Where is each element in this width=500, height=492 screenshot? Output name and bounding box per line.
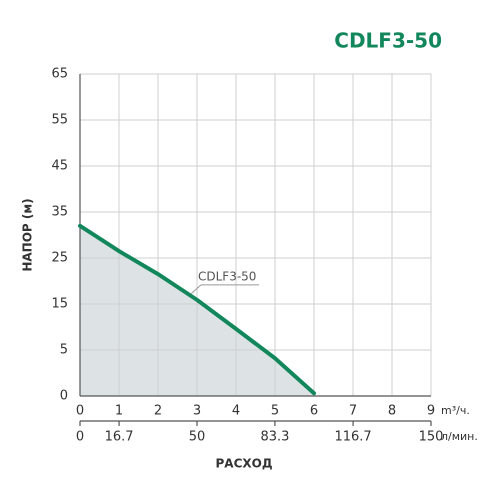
x2-tick-label: 50	[189, 430, 206, 445]
chart-title: CDLF3-50	[334, 29, 442, 53]
x-tick-label: 3	[193, 404, 201, 419]
x-tick-label: 2	[154, 404, 162, 419]
x-tick-label: 6	[310, 404, 318, 419]
x2-tick-label: 83.3	[260, 430, 289, 445]
x-tick-label: 8	[388, 404, 396, 419]
y-tick-label: 65	[51, 67, 68, 82]
x-unit: m³/ч.	[441, 404, 470, 417]
y-tick-label: 15	[51, 297, 68, 312]
x2-tick-label: 116.7	[334, 430, 371, 445]
x2-tick-label: 16.7	[105, 430, 134, 445]
y-tick-label: 25	[51, 251, 68, 266]
x-axis-label: РАСХОД	[215, 457, 272, 471]
leader	[190, 284, 202, 295]
x2-tick-label: 150	[419, 430, 444, 445]
series-label: CDLF3-50	[198, 269, 256, 283]
y-tick-label: 55	[51, 113, 68, 128]
x-tick-label: 9	[427, 404, 435, 419]
y-tick-label: 0	[60, 389, 68, 404]
y-axis-label: НАПОР (м)	[21, 198, 35, 271]
y-tick-label: 45	[51, 159, 68, 174]
x-tick-label: 0	[76, 404, 84, 419]
x-tick-label: 7	[349, 404, 357, 419]
y-tick-label: 5	[60, 343, 68, 358]
x-tick-label: 5	[271, 404, 279, 419]
x2-unit: л/мин.	[441, 430, 478, 443]
line	[78, 223, 316, 396]
x-tick-label: 1	[115, 404, 123, 419]
y-tick-label: 35	[51, 205, 68, 220]
x-tick-label: 4	[232, 404, 240, 419]
x2-tick-label: 0	[76, 430, 84, 445]
